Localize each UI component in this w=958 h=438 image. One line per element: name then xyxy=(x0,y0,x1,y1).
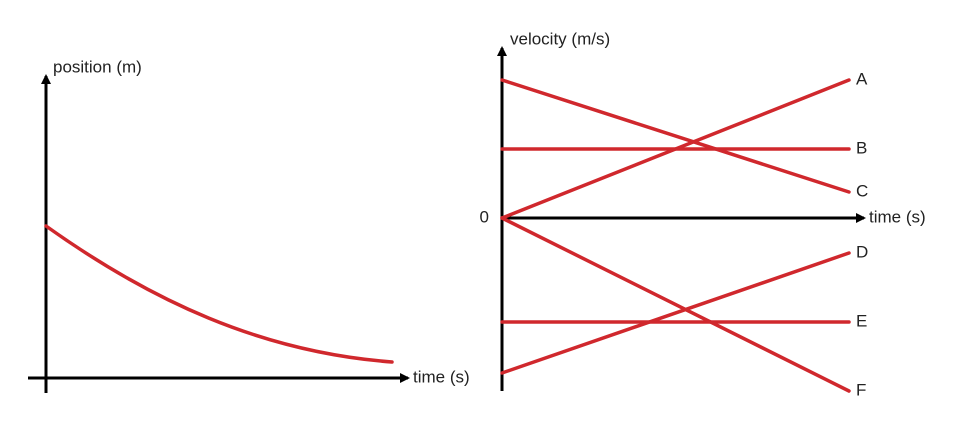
line-label: F xyxy=(856,380,866,399)
line-label: B xyxy=(856,138,867,157)
position-graph: position (m) time (s) xyxy=(28,57,470,393)
x-axis-label: time (s) xyxy=(413,367,470,386)
line-label: C xyxy=(856,181,868,200)
y-axis-label: position (m) xyxy=(53,57,142,76)
line-label: E xyxy=(856,311,867,330)
line-d xyxy=(500,251,851,375)
y-axis-label: velocity (m/s) xyxy=(510,29,610,48)
position-curve xyxy=(44,224,394,364)
line-label: A xyxy=(856,69,868,88)
line-f xyxy=(500,216,851,393)
line-label: D xyxy=(856,242,868,261)
line-c xyxy=(500,78,851,194)
x-axis-label: time (s) xyxy=(869,207,926,226)
velocity-graph: velocity (m/s) time (s) 0 A B C D E F xyxy=(480,29,926,399)
origin-label: 0 xyxy=(480,207,489,226)
